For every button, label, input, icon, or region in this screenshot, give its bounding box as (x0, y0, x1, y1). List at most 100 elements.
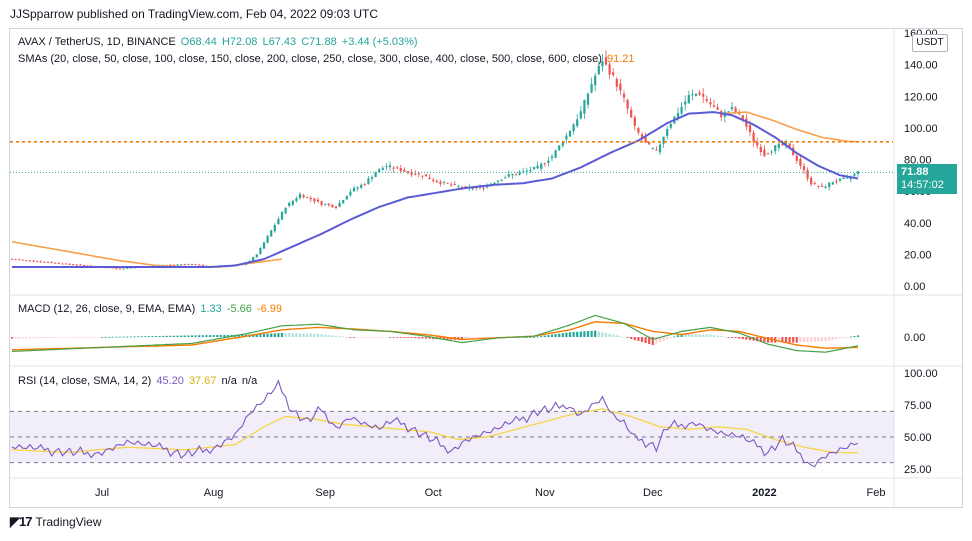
candle-body (518, 172, 521, 175)
macd-histogram-bar (169, 335, 172, 337)
candle-body (687, 95, 690, 104)
price-axis-tick: 20.00 (904, 249, 932, 261)
macd-histogram-bar (594, 330, 597, 337)
candle-body (561, 142, 564, 146)
macd-line-value: -5.66 (226, 303, 252, 315)
price-axis-tick: 0.00 (904, 281, 925, 293)
macd-histogram-bar (475, 337, 478, 339)
candle-body (68, 263, 71, 265)
macd-histogram-bar (478, 337, 482, 339)
macd-histogram-bar (846, 337, 849, 338)
macd-histogram-bar (21, 337, 24, 339)
macd-histogram-bar (795, 337, 798, 343)
macd-histogram-bar (792, 337, 795, 343)
macd-histogram-bar (687, 334, 690, 337)
candle-body (424, 174, 428, 177)
macd-histogram-bar (702, 334, 705, 337)
chart-frame (9, 28, 963, 508)
candle-body (25, 260, 28, 262)
macd-histogram-bar (183, 335, 186, 337)
candle-body (579, 111, 582, 119)
macd-histogram-bar (414, 337, 417, 339)
candle-body (698, 92, 701, 95)
macd-histogram-bar (345, 337, 348, 338)
candle-body (802, 166, 806, 171)
candle-body (432, 179, 435, 181)
macd-histogram-bar (86, 337, 89, 338)
candle-body (457, 185, 460, 187)
candle-body (324, 204, 327, 206)
macd-histogram-bar (338, 336, 341, 337)
candle-body (306, 196, 309, 198)
macd-histogram-bar (468, 337, 471, 340)
candle-body (244, 264, 248, 266)
macd-histogram-bar (39, 337, 42, 339)
macd-histogram-bar (111, 336, 114, 338)
rsi-legend: RSI (14, close, SMA, 14, 2) 45.20 37.67 … (18, 375, 259, 387)
macd-histogram-bar (133, 336, 136, 338)
macd-histogram-bar (590, 330, 593, 337)
macd-histogram-bar (205, 335, 208, 337)
candle-body (781, 144, 784, 146)
candle-body (813, 183, 816, 185)
time-axis-tick: 2022 (752, 487, 776, 499)
footer-brand: TradingView (35, 515, 102, 529)
macd-histogram-bar (734, 337, 737, 339)
macd-histogram-bar (280, 333, 284, 337)
macd-histogram-bar (482, 337, 485, 339)
candle-body (201, 265, 204, 267)
candle-body (367, 178, 370, 184)
macd-histogram-bar (417, 337, 420, 339)
currency-button[interactable]: USDT (912, 34, 948, 52)
candle-body (349, 191, 352, 196)
macd-histogram-bar (352, 337, 356, 338)
candle-body (460, 186, 464, 188)
price-axis-tick: 100.00 (904, 123, 938, 135)
macd-histogram-bar (327, 335, 330, 337)
macd-histogram-bar (61, 337, 64, 338)
macd-histogram-bar (255, 334, 258, 337)
candle-body (597, 65, 600, 75)
macd-histogram-bar (442, 337, 446, 340)
candle-body (590, 84, 593, 93)
macd-axis-tick: 0.00 (904, 332, 925, 344)
candle-body (446, 182, 449, 184)
candle-body (586, 93, 590, 105)
macd-histogram-bar (410, 337, 413, 338)
high-value: H72.08 (221, 36, 258, 48)
candle-body (741, 115, 744, 121)
candle-body (381, 168, 384, 171)
candle-body (288, 202, 291, 206)
macd-histogram-bar (43, 337, 46, 339)
macd-histogram-bar (226, 334, 230, 337)
rsi-line (11, 379, 859, 468)
candle-body (630, 109, 633, 118)
candle-body (471, 188, 474, 190)
candle-body (450, 184, 453, 186)
macd-histogram-bar (439, 337, 442, 340)
candle-body (172, 264, 176, 266)
candle-body (763, 149, 766, 156)
macd-histogram-bar (216, 335, 219, 337)
tradingview-logo[interactable]: ◤17 TradingView (10, 514, 102, 530)
macd-histogram-bar (532, 337, 536, 338)
macd-histogram-bar (601, 332, 604, 337)
time-axis-tick: Jul (95, 487, 109, 499)
candle-body (705, 99, 708, 101)
macd-histogram-bar (529, 337, 532, 338)
candle-body (64, 263, 68, 265)
candle-body (604, 57, 608, 65)
candle-body (320, 201, 323, 205)
macd-histogram-bar (745, 337, 748, 340)
macd-histogram-bar (788, 337, 791, 343)
macd-histogram-bar (46, 337, 50, 338)
macd-histogram-bar (558, 333, 561, 337)
macd-histogram-bar (144, 336, 147, 338)
macd-histogram-bar (14, 337, 17, 339)
candle-body (709, 102, 712, 105)
candle-body (439, 181, 442, 184)
macd-histogram-bar (669, 337, 672, 338)
candle-body (712, 105, 716, 108)
candle-body (662, 136, 665, 144)
